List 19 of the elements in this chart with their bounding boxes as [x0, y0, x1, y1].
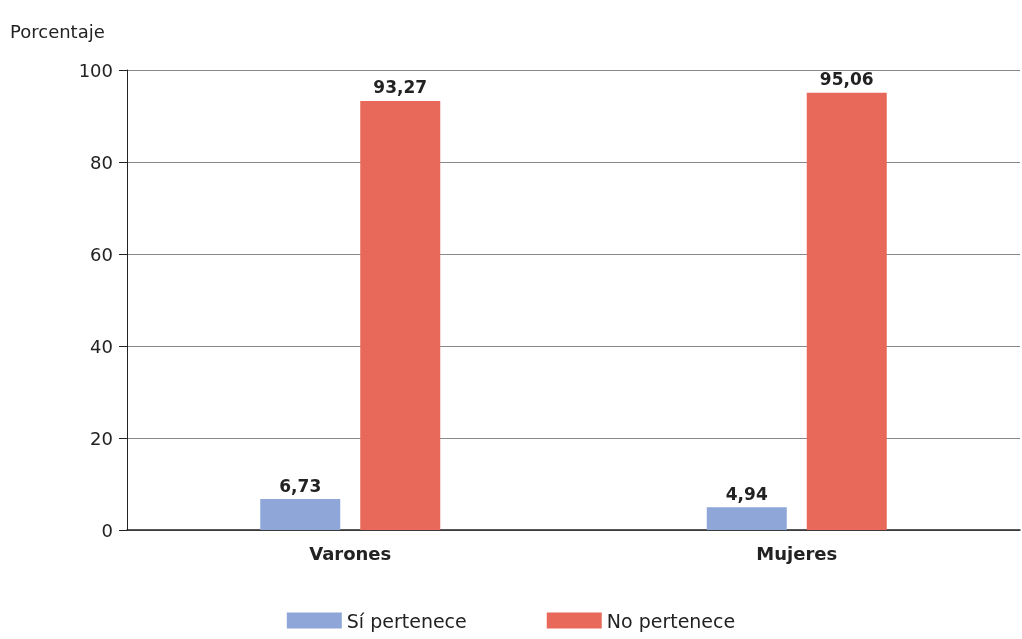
bar	[806, 92, 887, 530]
y-tick-label: 100	[78, 59, 113, 81]
y-tick-label: 0	[101, 519, 113, 541]
y-axis-title: Porcentaje	[10, 20, 105, 42]
data-label: 93,27	[373, 77, 428, 98]
bar	[260, 499, 341, 530]
y-tick-label: 20	[90, 427, 113, 449]
data-label: 95,06	[819, 69, 874, 90]
bar	[706, 507, 787, 530]
x-tick-label: Mujeres	[756, 542, 838, 564]
legend-label: No pertenece	[606, 609, 736, 632]
data-label: 4,94	[725, 483, 768, 504]
data-label: 6,73	[279, 475, 322, 496]
y-tick-label: 40	[90, 335, 113, 357]
legend-label: Sí pertenece	[346, 609, 467, 632]
y-tick-label: 80	[90, 151, 113, 173]
y-tick-label: 60	[90, 243, 113, 265]
x-tick-label: Varones	[309, 542, 392, 564]
bar	[360, 100, 441, 530]
